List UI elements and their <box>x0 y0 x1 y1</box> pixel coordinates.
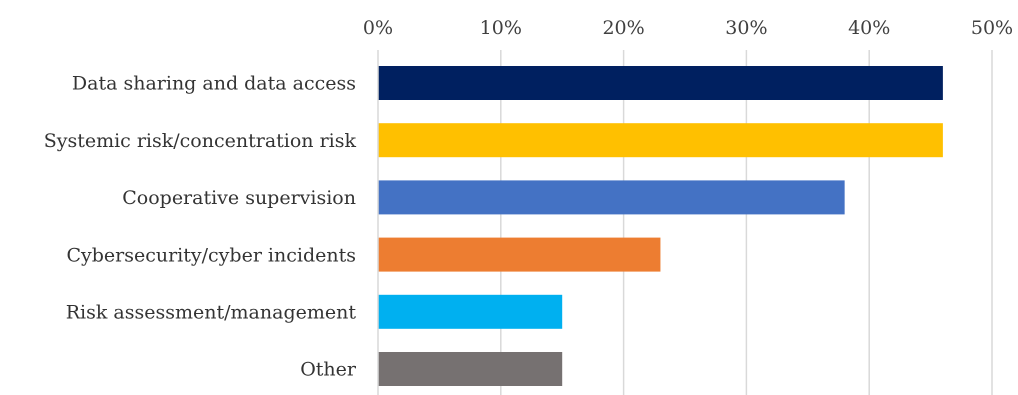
x-tick-label: 10% <box>480 17 522 39</box>
category-label: Systemic risk/concentration risk <box>44 130 357 152</box>
bars <box>378 66 943 386</box>
gridlines <box>500 50 993 395</box>
category-label: Cybersecurity/cyber incidents <box>66 244 356 266</box>
x-tick-label: 30% <box>725 17 767 39</box>
category-labels: Data sharing and data access Systemic ris… <box>44 73 357 381</box>
bar <box>378 123 943 158</box>
category-label: Cooperative supervision <box>122 187 356 209</box>
x-tick-label: 40% <box>848 17 890 39</box>
x-tick-label: 50% <box>971 17 1013 39</box>
category-label: Risk assessment/management <box>66 301 357 323</box>
bar <box>378 352 563 386</box>
bar <box>378 66 943 100</box>
x-axis-tick-labels: 0% 10% 20% 30% 40% 50% <box>363 17 1013 39</box>
category-label: Data sharing and data access <box>72 73 356 95</box>
bar <box>378 237 661 272</box>
x-tick-label: 0% <box>363 17 393 39</box>
category-label: Other <box>300 359 357 381</box>
x-tick-label: 20% <box>602 17 644 39</box>
bar <box>378 180 845 215</box>
bar <box>378 294 563 329</box>
